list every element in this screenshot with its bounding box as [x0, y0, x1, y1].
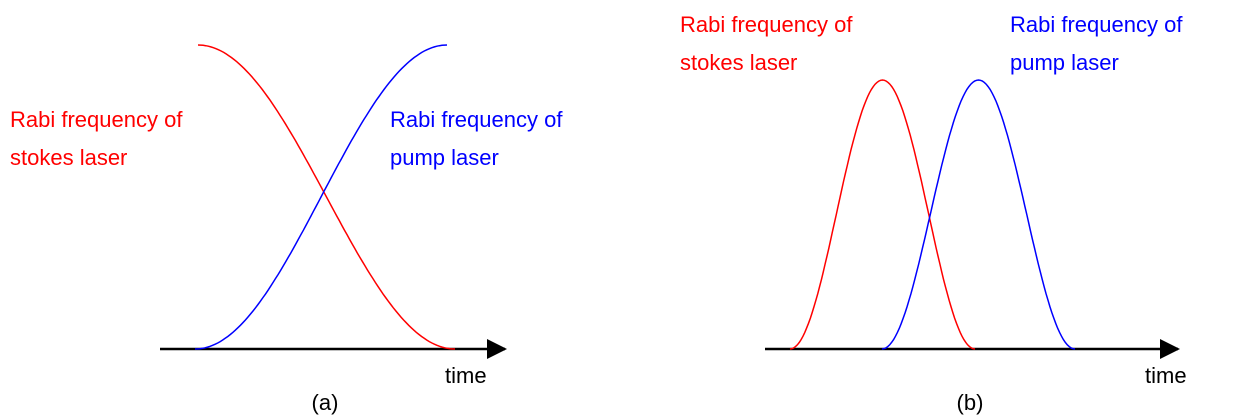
- curve-label: Rabi frequency of: [390, 107, 563, 132]
- curve-label: Rabi frequency of: [1010, 12, 1183, 37]
- curve: [197, 44, 456, 350]
- caption: (b): [957, 390, 984, 415]
- curve-label: Rabi frequency of: [680, 12, 853, 37]
- curve: [194, 44, 448, 350]
- curve: [881, 79, 1076, 350]
- axis-label: time: [1145, 363, 1187, 388]
- curve-label: Rabi frequency of: [10, 107, 183, 132]
- curve-label: pump laser: [1010, 50, 1119, 75]
- curve-label: pump laser: [390, 145, 499, 170]
- curve: [789, 79, 976, 350]
- axis-label: time: [445, 363, 487, 388]
- caption: (a): [312, 390, 339, 415]
- curve-label: stokes laser: [680, 50, 797, 75]
- curve-label: stokes laser: [10, 145, 127, 170]
